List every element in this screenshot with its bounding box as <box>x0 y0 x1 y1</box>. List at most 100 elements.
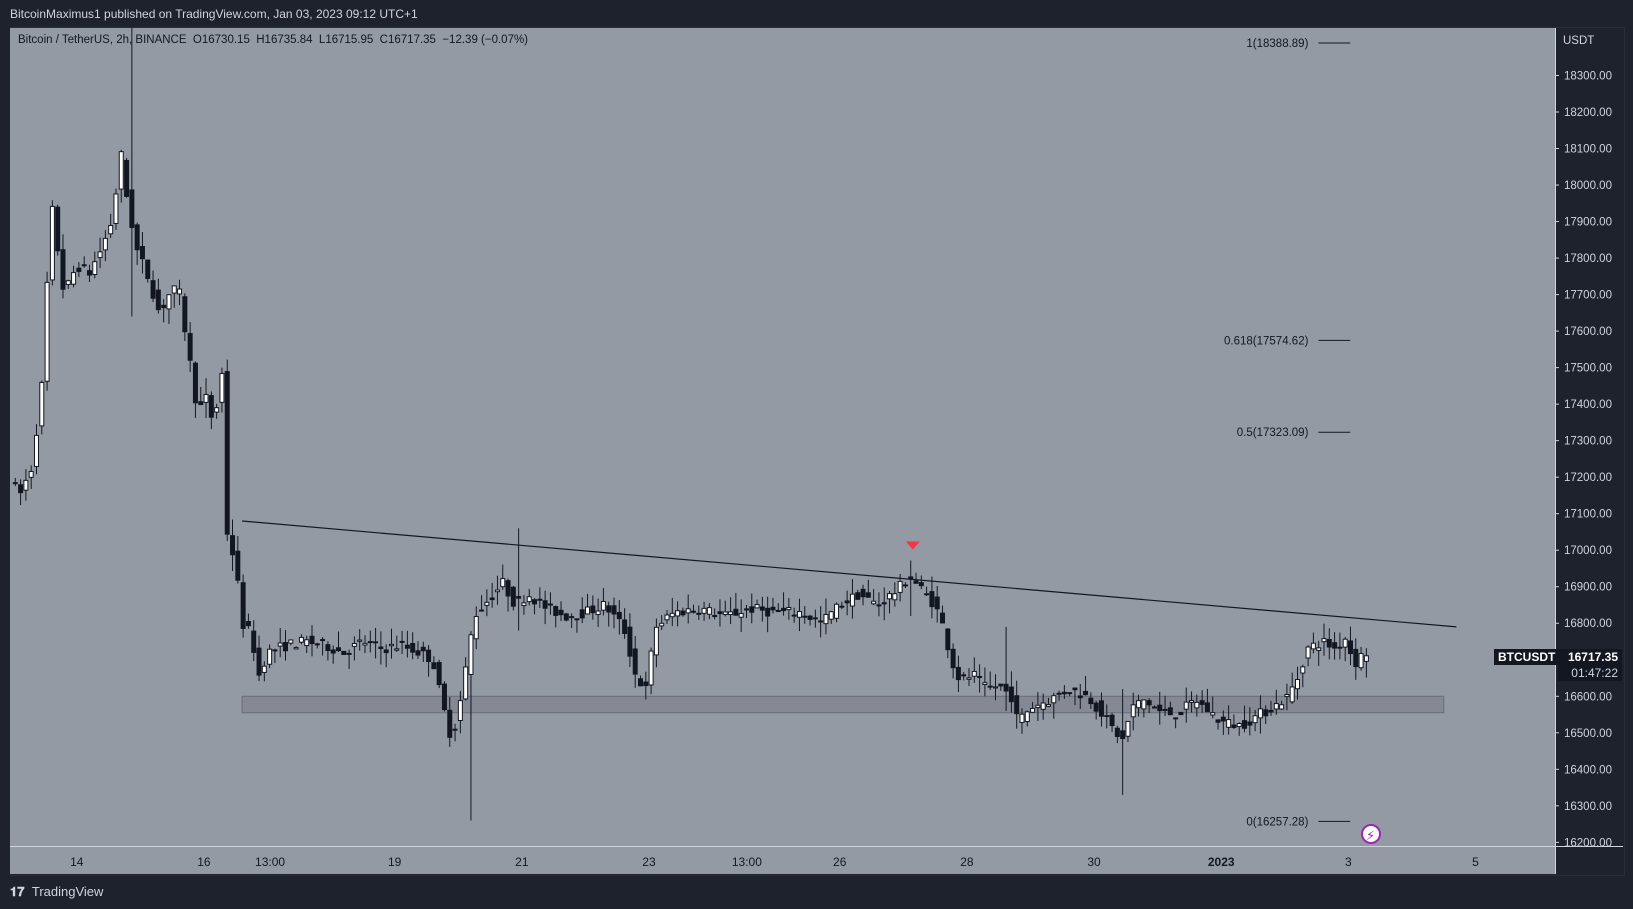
candle-body <box>1136 700 1142 709</box>
candle-body <box>28 470 34 478</box>
candle-body <box>1120 730 1126 740</box>
candle-body <box>415 650 421 656</box>
candle-body <box>643 681 649 687</box>
candle-body <box>362 642 368 646</box>
candle-body <box>834 603 840 619</box>
candle-body <box>1183 701 1189 710</box>
candle-body <box>690 610 696 613</box>
candle-body <box>1125 720 1131 737</box>
candle-body <box>1284 694 1290 698</box>
candle-body <box>547 603 553 606</box>
candle-body <box>251 630 257 653</box>
candle-body <box>224 371 230 535</box>
candle-body <box>849 593 855 607</box>
y-tick-label: 16800.00 <box>1564 618 1612 630</box>
candle-body <box>1151 706 1157 709</box>
candle-body <box>1305 646 1311 659</box>
candle-body <box>728 611 734 616</box>
candle-body <box>1231 724 1237 728</box>
candle-body <box>590 605 596 614</box>
candle-body <box>219 372 225 403</box>
candle-body <box>855 592 861 600</box>
candle-body <box>574 618 580 621</box>
candle-body <box>1173 717 1179 720</box>
candle-body <box>802 615 808 618</box>
lightning-icon[interactable]: ⚡ <box>1360 824 1381 844</box>
candle-body <box>712 615 718 618</box>
fib-level-label: 0.618(17574.62) <box>1224 335 1309 347</box>
candle-body <box>934 596 940 610</box>
candle-body <box>1295 679 1300 690</box>
candle-body <box>182 296 188 333</box>
legend-high-key: H <box>256 34 265 46</box>
y-tick-label: 17800.00 <box>1564 253 1612 265</box>
candle-body <box>245 620 251 627</box>
candle-body <box>902 584 908 587</box>
candle-body <box>781 607 787 612</box>
candle-body <box>468 634 474 675</box>
candle-body <box>373 641 379 644</box>
candle-body <box>1061 691 1067 695</box>
candle-body <box>532 599 538 605</box>
candle-body <box>240 582 246 629</box>
candle-body <box>298 636 304 643</box>
time-axis[interactable] <box>10 846 1555 874</box>
candle-body <box>516 596 522 599</box>
tradingview-logo-icon[interactable]: 𝟏𝟕 <box>10 884 25 899</box>
candle-body <box>346 652 352 655</box>
candle-body <box>775 609 781 613</box>
candle-body <box>71 272 77 285</box>
candle-body <box>277 642 283 647</box>
candle-body <box>1098 700 1104 717</box>
candle-body <box>320 639 326 642</box>
candle-body <box>388 643 394 647</box>
y-tick-label: 17100.00 <box>1564 509 1612 521</box>
candle-body <box>579 609 585 619</box>
candle-body <box>1067 692 1073 695</box>
candle-body <box>150 280 156 299</box>
candle-body <box>1130 704 1136 718</box>
candle-body <box>124 159 130 197</box>
candle-body <box>49 205 55 281</box>
candle-body <box>113 193 119 224</box>
candle-body <box>378 646 384 650</box>
candle-body <box>309 635 315 645</box>
candle-body <box>696 612 702 615</box>
candle-body <box>1104 714 1110 717</box>
axis-corner <box>1555 846 1623 874</box>
x-tick-label: 13:00 <box>255 855 285 869</box>
candle-body <box>1268 709 1274 713</box>
candle-body <box>961 674 967 677</box>
candle-body <box>261 665 267 673</box>
candle-body <box>404 644 410 649</box>
published-header: BitcoinMaximus1 published on TradingView… <box>0 0 1633 28</box>
candle-body <box>293 647 299 650</box>
y-tick-label: 17700.00 <box>1564 290 1612 302</box>
candle-body <box>510 586 516 607</box>
legend-low-value: 16715.95 <box>325 34 374 46</box>
candle-body <box>622 619 628 635</box>
candle-body <box>214 407 220 413</box>
candle-body <box>330 649 336 654</box>
candle-body <box>1051 695 1057 704</box>
footer-brand[interactable]: TradingView <box>31 884 104 899</box>
candle-body <box>108 225 114 235</box>
symbol-legend: Bitcoin / TetherUS, 2h, BINANCE O16730.1… <box>18 34 528 46</box>
candle-body <box>1167 707 1173 716</box>
candle-body <box>1083 690 1089 696</box>
candle-body <box>230 535 236 556</box>
candle-body <box>410 642 416 653</box>
candle-body <box>383 649 389 654</box>
ticker-label: BTCUSDT <box>1494 649 1560 665</box>
candle-body <box>1226 719 1232 728</box>
candle-body <box>1204 702 1210 713</box>
legend-close-value: 16717.35 <box>387 34 436 46</box>
candle-body <box>399 640 405 643</box>
candle-body <box>759 606 765 611</box>
candle-body <box>632 648 638 675</box>
candle-body <box>1263 709 1269 717</box>
price-axis[interactable] <box>1555 28 1623 846</box>
candle-body <box>749 606 755 613</box>
candle-body <box>12 482 18 485</box>
